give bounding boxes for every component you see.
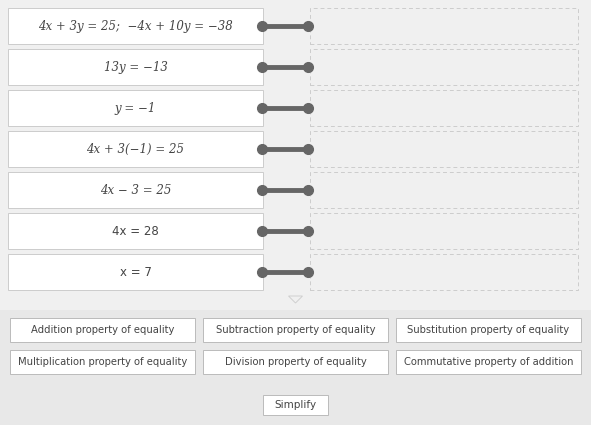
FancyBboxPatch shape <box>8 90 263 126</box>
FancyBboxPatch shape <box>8 8 263 44</box>
FancyBboxPatch shape <box>10 350 195 374</box>
Polygon shape <box>288 296 303 303</box>
Text: 4x + 3y = 25;  −4x + 10y = −38: 4x + 3y = 25; −4x + 10y = −38 <box>38 20 233 32</box>
FancyBboxPatch shape <box>203 318 388 342</box>
Text: Commutative property of addition: Commutative property of addition <box>404 357 573 367</box>
FancyBboxPatch shape <box>8 49 263 85</box>
FancyBboxPatch shape <box>310 213 578 249</box>
Text: 4x = 28: 4x = 28 <box>112 224 159 238</box>
Text: Division property of equality: Division property of equality <box>225 357 366 367</box>
Text: Multiplication property of equality: Multiplication property of equality <box>18 357 187 367</box>
FancyBboxPatch shape <box>310 172 578 208</box>
FancyBboxPatch shape <box>8 131 263 167</box>
FancyBboxPatch shape <box>203 350 388 374</box>
Text: 4x − 3 = 25: 4x − 3 = 25 <box>100 184 171 196</box>
FancyBboxPatch shape <box>8 254 263 290</box>
FancyBboxPatch shape <box>310 131 578 167</box>
Text: Subtraction property of equality: Subtraction property of equality <box>216 325 375 335</box>
FancyBboxPatch shape <box>0 310 591 425</box>
Text: Addition property of equality: Addition property of equality <box>31 325 174 335</box>
FancyBboxPatch shape <box>8 213 263 249</box>
Text: x = 7: x = 7 <box>119 266 151 278</box>
FancyBboxPatch shape <box>396 350 581 374</box>
FancyBboxPatch shape <box>396 318 581 342</box>
Text: Substitution property of equality: Substitution property of equality <box>407 325 570 335</box>
Text: Simplify: Simplify <box>274 400 317 410</box>
FancyBboxPatch shape <box>310 90 578 126</box>
FancyBboxPatch shape <box>310 8 578 44</box>
Text: 13y = −13: 13y = −13 <box>103 60 167 74</box>
Text: 4x + 3(−1) = 25: 4x + 3(−1) = 25 <box>86 142 184 156</box>
FancyBboxPatch shape <box>8 172 263 208</box>
FancyBboxPatch shape <box>310 254 578 290</box>
FancyBboxPatch shape <box>10 318 195 342</box>
Text: y = −1: y = −1 <box>115 102 156 114</box>
FancyBboxPatch shape <box>310 49 578 85</box>
FancyBboxPatch shape <box>263 395 328 415</box>
